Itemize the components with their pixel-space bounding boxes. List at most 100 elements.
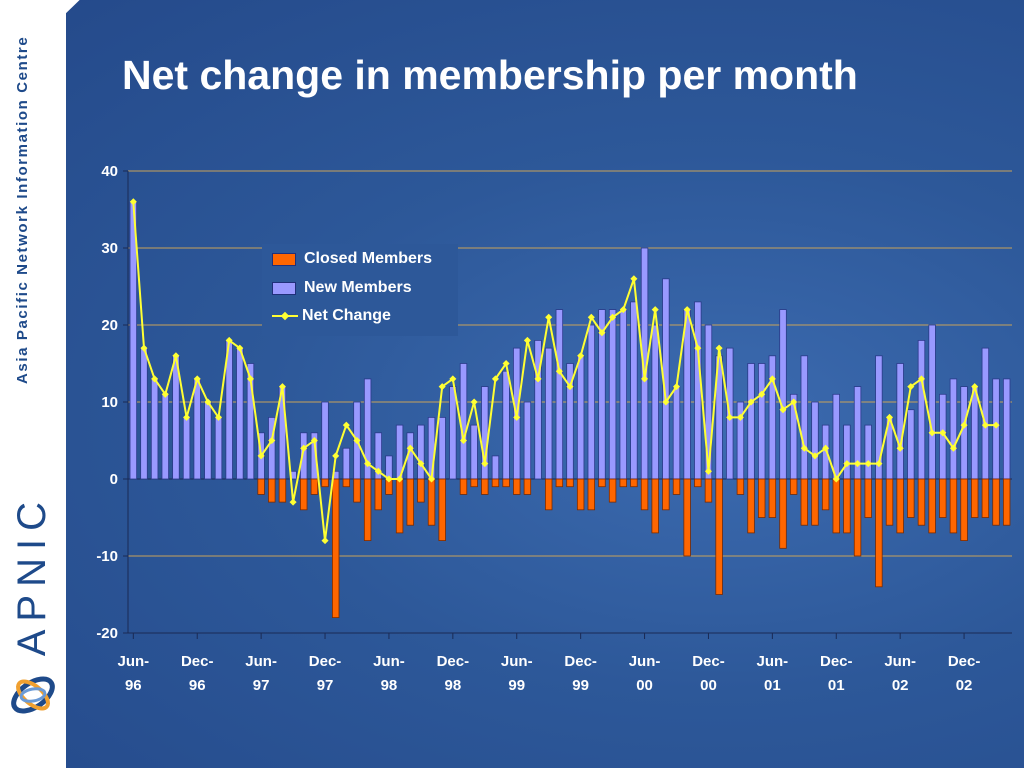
bar-new-members [960, 386, 968, 480]
bar-closed-members [342, 478, 351, 488]
x-tick-label-month: Jun- [884, 653, 916, 670]
bar-closed-members [949, 478, 958, 534]
bar-closed-members [278, 478, 287, 503]
bar-new-members [523, 401, 532, 480]
bar-new-members [502, 370, 510, 480]
bar-closed-members [427, 478, 436, 526]
net-change-point [949, 444, 957, 452]
net-change-point [353, 436, 361, 445]
bar-new-members [779, 309, 787, 480]
x-tick-label-month: Dec- [948, 653, 981, 670]
bar-new-members [800, 355, 809, 480]
net-change-point [662, 398, 670, 406]
net-change-point [672, 383, 681, 391]
net-change-point [470, 398, 478, 406]
net-change-point [257, 452, 265, 460]
net-change-point [555, 367, 563, 375]
bar-closed-members [896, 478, 904, 534]
bar-closed-members [566, 478, 574, 488]
bar-closed-members [353, 478, 361, 503]
net-change-point [374, 467, 382, 475]
bar-new-members [449, 386, 457, 480]
net-change-point [832, 475, 840, 483]
net-change-point [151, 375, 159, 383]
net-change-point [896, 444, 904, 452]
net-change-point [129, 198, 137, 206]
net-change-point [917, 375, 926, 383]
net-change-point [491, 375, 499, 383]
net-change-point [385, 475, 393, 483]
bar-new-members [342, 447, 351, 480]
x-tick-label-month: Dec- [309, 653, 342, 670]
net-change-point [864, 460, 872, 468]
bar-new-members [246, 363, 255, 480]
net-change-point [321, 537, 329, 545]
net-change-point [438, 383, 446, 391]
net-change-point [694, 344, 702, 352]
bar-new-members [161, 393, 169, 480]
net-change-point [885, 413, 894, 421]
x-tick-label-year: 98 [444, 677, 461, 694]
bar-closed-members [640, 478, 649, 511]
bar-closed-members [694, 478, 702, 488]
bar-new-members [971, 386, 979, 480]
net-change-point [641, 375, 649, 383]
bar-closed-members [630, 478, 638, 488]
bar-new-members [949, 378, 958, 480]
bar-new-members [768, 355, 777, 480]
net-change-point [779, 406, 787, 414]
legend-item-closed: Closed Members [272, 249, 432, 269]
net-change-point [417, 460, 425, 468]
net-change-point [523, 336, 531, 344]
net-change-point [726, 413, 734, 421]
bar-closed-members [406, 478, 414, 526]
bar-closed-members [981, 478, 990, 518]
net-change-point [598, 329, 606, 337]
bar-new-members [491, 455, 500, 480]
net-change-point [310, 436, 318, 445]
x-tick-label-year: 00 [636, 677, 653, 694]
bar-new-members [651, 324, 659, 480]
bar-new-members [140, 347, 148, 480]
apnic-swirl-logo-icon [6, 668, 60, 727]
net-change-point [183, 413, 191, 421]
net-change-point [971, 383, 979, 391]
bar-closed-members [523, 478, 532, 495]
net-change-point [843, 460, 851, 468]
bar-closed-members [395, 478, 404, 534]
bar-closed-members [821, 478, 830, 511]
x-tick-label-month: Dec- [181, 653, 214, 670]
net-change-point [204, 398, 212, 406]
bar-closed-members [917, 478, 926, 526]
legend-item-net: Net Change [272, 306, 391, 326]
bar-new-members [438, 416, 446, 480]
bar-new-members [236, 347, 244, 480]
x-tick-label-month: Dec- [437, 653, 470, 670]
bar-new-members [694, 301, 702, 480]
legend-label-closed: Closed Members [304, 250, 433, 267]
bar-closed-members [310, 478, 319, 495]
net-change-point [449, 375, 457, 383]
bar-new-members [864, 424, 872, 480]
bar-new-members [832, 393, 840, 480]
bar-new-members [789, 393, 798, 480]
chart-legend: Closed Members New Members Net Change [262, 244, 458, 336]
bar-closed-members [832, 478, 840, 534]
bar-closed-members [928, 478, 936, 534]
x-tick-label-month: Jun- [373, 653, 405, 670]
net-change-point [811, 452, 819, 460]
x-tick-label-month: Jun- [501, 653, 533, 670]
net-change-point [981, 421, 989, 429]
x-tick-label-month: Jun- [117, 653, 149, 670]
net-change-point [768, 375, 776, 383]
bar-closed-members [800, 478, 809, 526]
x-tick-label-year: 96 [125, 677, 142, 694]
bar-new-members [811, 401, 819, 480]
bar-closed-members [374, 478, 382, 511]
net-change-point [939, 429, 947, 437]
bar-closed-members [939, 478, 947, 518]
y-tick-label: 40 [101, 163, 118, 180]
net-change-point [268, 436, 276, 445]
bar-closed-members [587, 478, 596, 511]
